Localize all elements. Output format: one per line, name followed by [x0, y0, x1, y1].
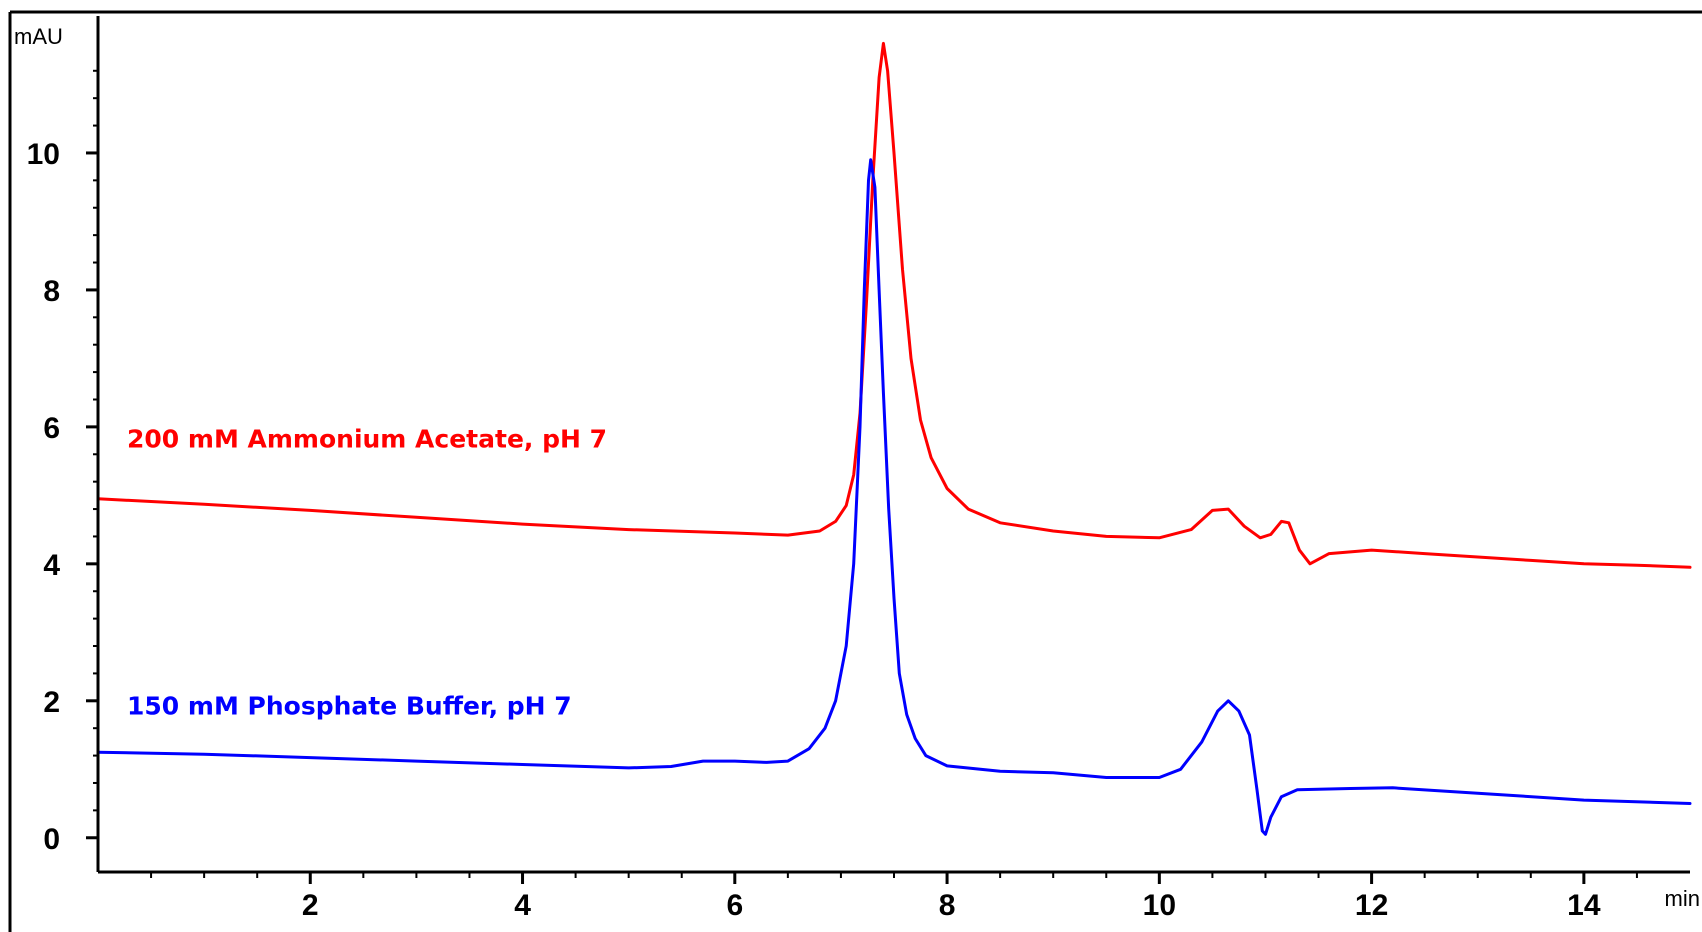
- series-line-phosphate-buffer: [96, 158, 1692, 836]
- x-tick-label: 2: [302, 889, 319, 922]
- series-lines: [96, 41, 1692, 836]
- x-tick-label: 6: [726, 889, 743, 922]
- x-tick-label: 10: [1143, 889, 1176, 922]
- y-tick-label: 4: [43, 549, 60, 582]
- y-tick-label: 6: [43, 412, 60, 445]
- y-tick-label: 0: [43, 823, 60, 856]
- x-axis-unit-label: min: [1665, 886, 1700, 911]
- x-tick-label: 8: [939, 889, 956, 922]
- labels: 0 2 4 6 8 10 2 4 6 8 10 12 14 mAU min 200 mM Ammonium A…: [14, 24, 1700, 922]
- axes: [8, 10, 1702, 932]
- x-tick-label: 12: [1355, 889, 1388, 922]
- y-tick-label: 2: [43, 686, 60, 719]
- y-axis-unit-label: mAU: [14, 24, 63, 49]
- x-tick-label: 14: [1567, 889, 1601, 922]
- series-label-ammonium-acetate: 200 mM Ammonium Acetate, pH 7: [127, 424, 607, 453]
- y-tick-label: 8: [43, 275, 60, 308]
- series-label-phosphate-buffer: 150 mM Phosphate Buffer, pH 7: [127, 691, 572, 720]
- y-tick-label: 10: [27, 138, 60, 171]
- x-tick-label: 4: [514, 889, 531, 922]
- series-line-ammonium-acetate: [96, 41, 1692, 569]
